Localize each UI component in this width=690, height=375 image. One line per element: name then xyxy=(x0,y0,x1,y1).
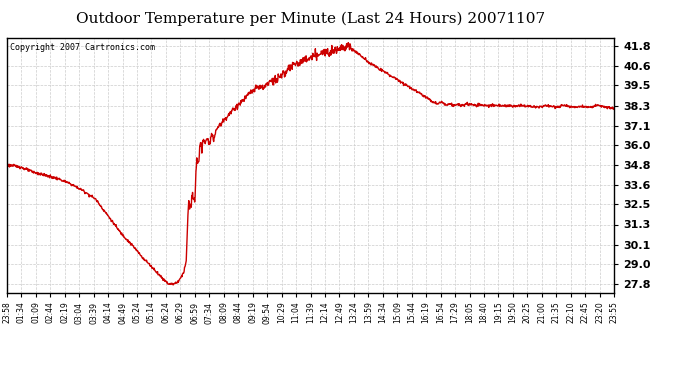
Text: Outdoor Temperature per Minute (Last 24 Hours) 20071107: Outdoor Temperature per Minute (Last 24 … xyxy=(76,11,545,26)
Text: Copyright 2007 Cartronics.com: Copyright 2007 Cartronics.com xyxy=(10,43,155,52)
